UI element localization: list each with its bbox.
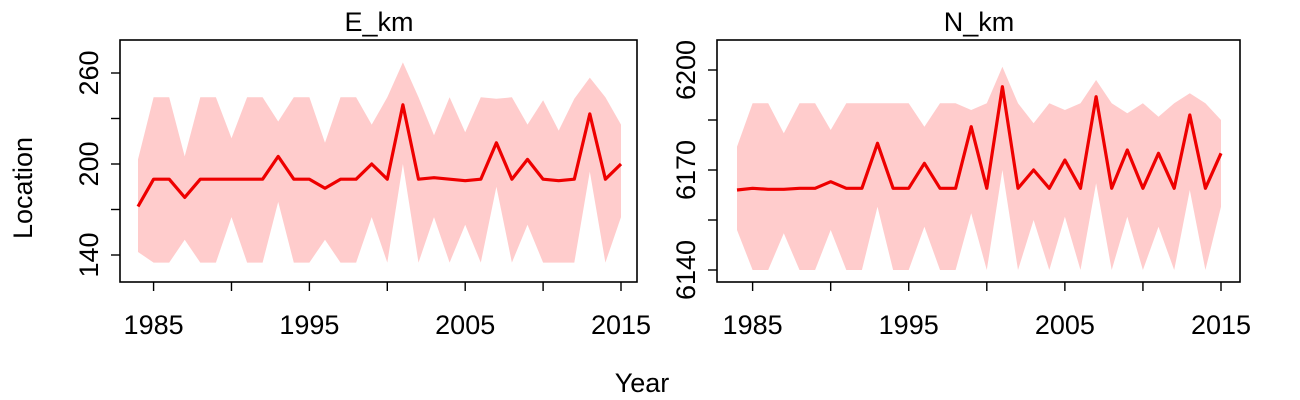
n-x-tick-label: 2015 [1191, 310, 1251, 340]
n-y-tick-label: 6200 [671, 40, 701, 100]
e-x-tick-label: 1995 [279, 310, 339, 340]
n-x-tick-label: 1985 [723, 310, 783, 340]
e-y-tick-label: 140 [74, 232, 104, 277]
n-plot-frame [716, 39, 1241, 283]
e-estimate-line [136, 103, 623, 208]
x-axis-label: Year [615, 368, 670, 398]
panel-e-km: 1985 1995 2005 2015 140 200 260 E_km [74, 7, 651, 340]
n-estimate-line [736, 85, 1223, 192]
e-x-tick-label: 2015 [591, 310, 651, 340]
n-panel-title: N_km [944, 7, 1015, 37]
e-plot-frame [119, 39, 638, 283]
e-confidence-band [138, 62, 621, 263]
n-y-tick-label: 6140 [671, 240, 701, 300]
n-x-tick-label: 2005 [1035, 310, 1095, 340]
n-x-tick-label: 1995 [879, 310, 939, 340]
y-axis-label: Location [8, 137, 38, 239]
e-y-tick-label: 260 [74, 50, 104, 95]
n-confidence-band [737, 66, 1221, 270]
n-y-tick-label: 6170 [671, 140, 701, 200]
panel-n-km: 1985 1995 2005 2015 6140 6170 6200 N_km [671, 7, 1251, 340]
e-x-tick-label: 2005 [435, 310, 495, 340]
e-y-tick-label: 200 [74, 141, 104, 186]
e-panel-title: E_km [344, 7, 413, 37]
e-x-tick-label: 1985 [124, 310, 184, 340]
